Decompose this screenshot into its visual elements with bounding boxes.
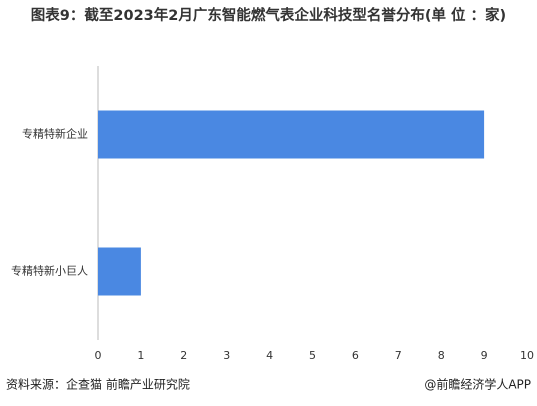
- x-tick-label: 0: [95, 349, 102, 362]
- x-tick-label: 5: [309, 349, 316, 362]
- x-tick-label: 8: [438, 349, 445, 362]
- credit: @前瞻经济学人APP: [424, 377, 531, 392]
- x-tick-label: 6: [352, 349, 359, 362]
- y-tick-label: 专精特新企业: [22, 127, 88, 141]
- x-tick-label: 9: [481, 349, 488, 362]
- bar: [98, 247, 141, 296]
- x-tick-label: 10: [520, 349, 534, 362]
- x-tick-label: 3: [223, 349, 230, 362]
- bar: [98, 110, 485, 159]
- source: 资料来源：企查猫 前瞻产业研究院: [6, 377, 190, 392]
- x-tick-label: 4: [266, 349, 273, 362]
- x-tick-label: 7: [395, 349, 402, 362]
- chart-title: 图表9：截至2023年2月广东智能燃气表企业科技型名誉分布(单 位 ：家): [30, 8, 507, 24]
- y-tick-label: 专精特新小巨人: [11, 264, 88, 278]
- x-tick-label: 2: [180, 349, 187, 362]
- x-tick-label: 1: [137, 349, 144, 362]
